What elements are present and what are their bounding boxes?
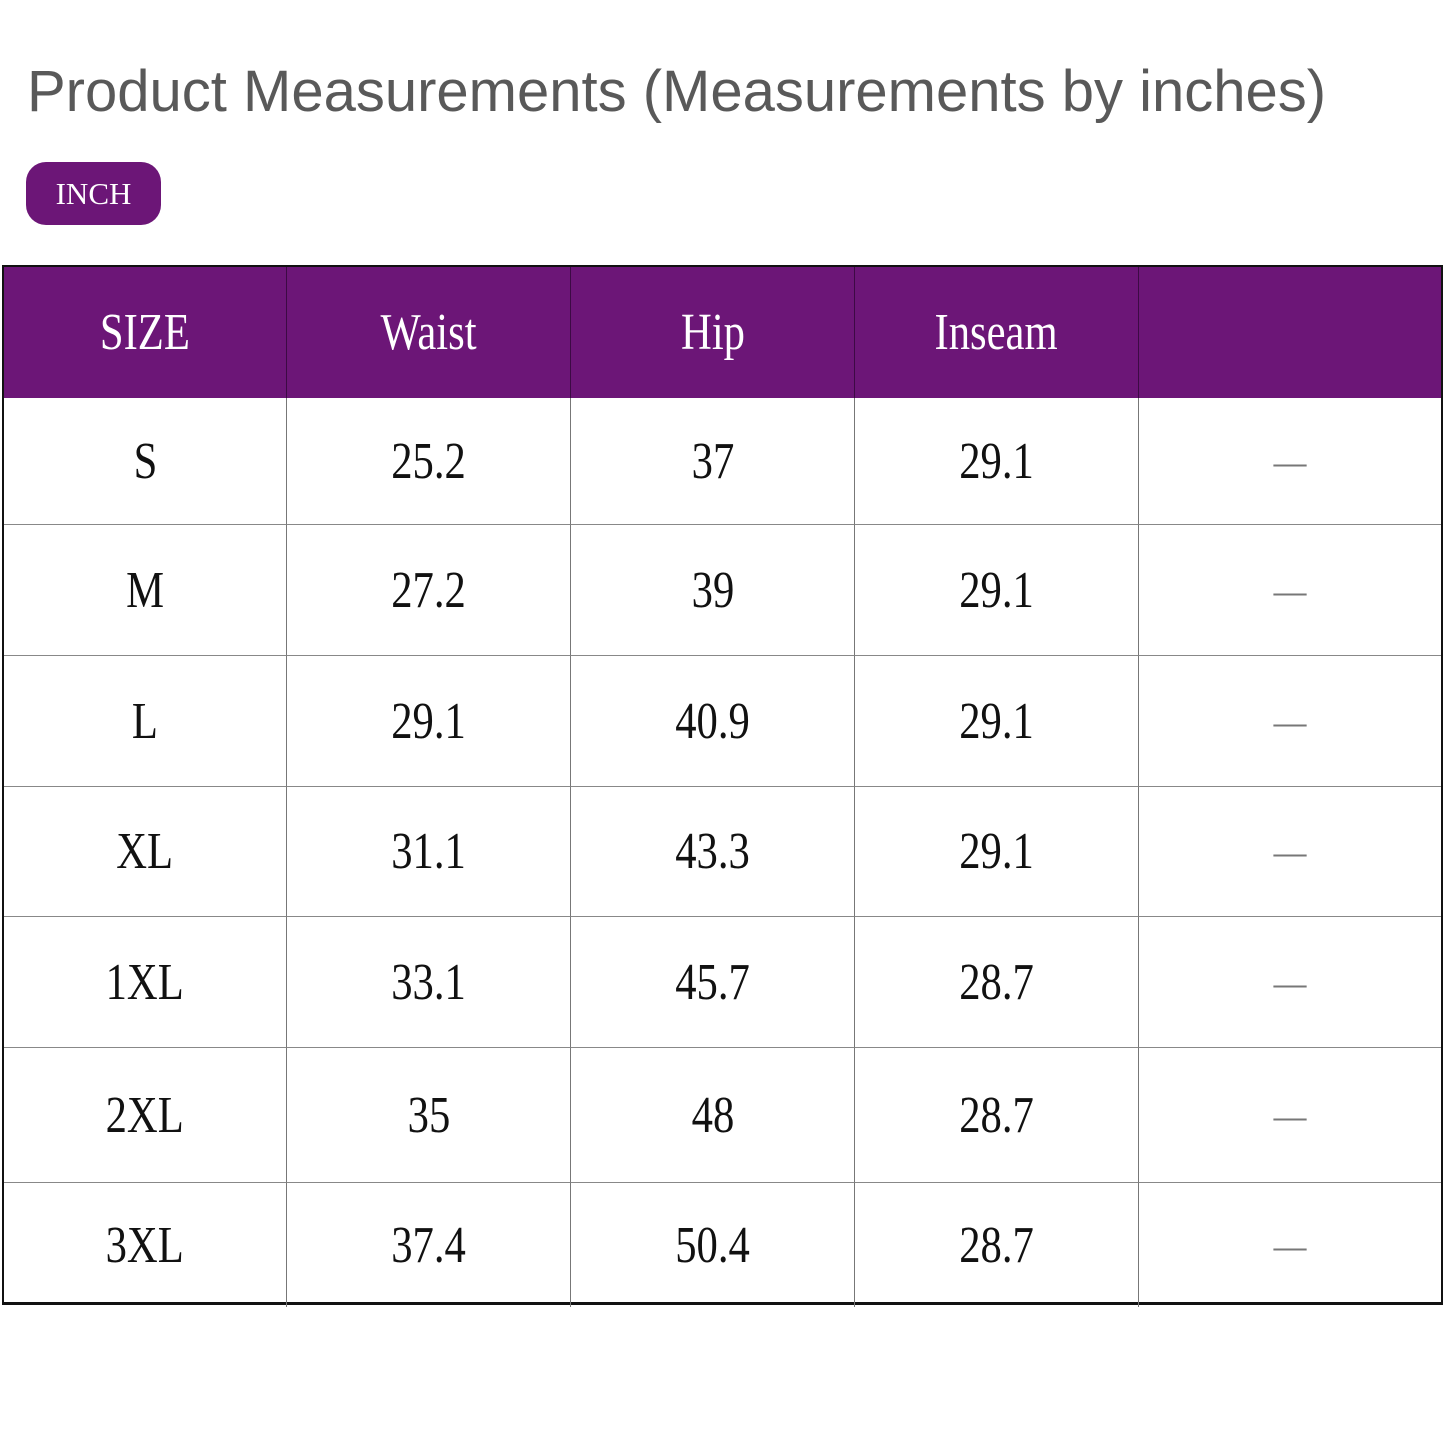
cell-size-text: M xyxy=(126,561,164,619)
header-extra xyxy=(1139,267,1441,398)
cell-inseam-text: 29.1 xyxy=(959,561,1034,619)
cell-extra: — xyxy=(1139,525,1441,656)
cell-extra-text: — xyxy=(1273,698,1307,744)
cell-extra-text: — xyxy=(1273,567,1307,613)
header-waist-text: Waist xyxy=(380,304,477,361)
cell-inseam: 29.1 xyxy=(855,656,1139,787)
cell-waist: 35 xyxy=(287,1048,571,1183)
cell-hip: 48 xyxy=(571,1048,855,1183)
cell-inseam-text: 29.1 xyxy=(959,692,1034,750)
cell-hip-text: 45.7 xyxy=(675,953,750,1011)
cell-inseam: 28.7 xyxy=(855,1183,1139,1307)
cell-inseam: 28.7 xyxy=(855,917,1139,1048)
cell-hip: 43.3 xyxy=(571,787,855,917)
cell-size: XL xyxy=(4,787,287,917)
cell-size: M xyxy=(4,525,287,656)
cell-waist-text: 25.2 xyxy=(391,432,466,490)
header-size-text: SIZE xyxy=(99,304,190,361)
cell-waist: 37.4 xyxy=(287,1183,571,1307)
cell-hip-text: 39 xyxy=(691,561,734,619)
cell-waist-text: 29.1 xyxy=(391,692,466,750)
cell-extra-text: — xyxy=(1273,1092,1307,1138)
cell-inseam-text: 28.7 xyxy=(959,953,1034,1011)
cell-extra-text: — xyxy=(1273,438,1307,484)
size-table: SIZE Waist Hip Inseam S 25.2 37 29.1 — M 27.2 39 29.… xyxy=(2,265,1443,1307)
header-inseam: Inseam xyxy=(855,267,1139,398)
cell-size: L xyxy=(4,656,287,787)
cell-hip: 37 xyxy=(571,398,855,525)
unit-badge-inch: INCH xyxy=(26,162,161,225)
cell-extra-text: — xyxy=(1273,829,1307,874)
cell-inseam-text: 28.7 xyxy=(959,1216,1034,1274)
cell-waist-text: 35 xyxy=(407,1086,450,1144)
header-inseam-text: Inseam xyxy=(934,304,1059,361)
cell-inseam-text: 28.7 xyxy=(959,1086,1034,1144)
cell-waist: 33.1 xyxy=(287,917,571,1048)
cell-waist: 27.2 xyxy=(287,525,571,656)
cell-inseam: 29.1 xyxy=(855,525,1139,656)
cell-extra: — xyxy=(1139,656,1441,787)
cell-hip-text: 50.4 xyxy=(675,1216,750,1274)
cell-hip-text: 43.3 xyxy=(675,823,750,880)
cell-hip: 45.7 xyxy=(571,917,855,1048)
cell-hip: 40.9 xyxy=(571,656,855,787)
cell-extra: — xyxy=(1139,1183,1441,1307)
cell-hip-text: 48 xyxy=(691,1086,734,1144)
cell-extra: — xyxy=(1139,398,1441,525)
cell-inseam-text: 29.1 xyxy=(959,432,1034,490)
cell-extra: — xyxy=(1139,917,1441,1048)
page-title: Product Measurements (Measurements by in… xyxy=(27,59,1327,124)
cell-size-text: XL xyxy=(116,823,174,880)
cell-hip-text: 40.9 xyxy=(675,692,750,750)
header-waist: Waist xyxy=(287,267,571,398)
cell-hip: 50.4 xyxy=(571,1183,855,1307)
header-size: SIZE xyxy=(4,267,287,398)
cell-size: 2XL xyxy=(4,1048,287,1183)
cell-size-text: 3XL xyxy=(105,1216,185,1274)
cell-inseam: 29.1 xyxy=(855,398,1139,525)
cell-waist-text: 31.1 xyxy=(391,823,466,880)
cell-size: 1XL xyxy=(4,917,287,1048)
cell-size-text: S xyxy=(133,432,157,490)
cell-waist-text: 37.4 xyxy=(391,1216,466,1274)
cell-hip-text: 37 xyxy=(691,432,734,490)
cell-waist: 31.1 xyxy=(287,787,571,917)
cell-size-text: L xyxy=(131,692,159,750)
cell-size: 3XL xyxy=(4,1183,287,1307)
cell-extra-text: — xyxy=(1273,959,1307,1005)
header-hip: Hip xyxy=(571,267,855,398)
cell-waist: 25.2 xyxy=(287,398,571,525)
cell-waist: 29.1 xyxy=(287,656,571,787)
cell-size-text: 2XL xyxy=(105,1086,185,1144)
cell-inseam: 29.1 xyxy=(855,787,1139,917)
cell-waist-text: 33.1 xyxy=(391,953,466,1011)
header-hip-text: Hip xyxy=(680,304,745,361)
cell-extra: — xyxy=(1139,1048,1441,1183)
cell-size: S xyxy=(4,398,287,525)
cell-inseam-text: 29.1 xyxy=(959,823,1034,880)
cell-inseam: 28.7 xyxy=(855,1048,1139,1183)
cell-extra-text: — xyxy=(1273,1222,1307,1268)
cell-waist-text: 27.2 xyxy=(391,561,466,619)
cell-extra: — xyxy=(1139,787,1441,917)
cell-size-text: 1XL xyxy=(105,953,185,1011)
cell-hip: 39 xyxy=(571,525,855,656)
